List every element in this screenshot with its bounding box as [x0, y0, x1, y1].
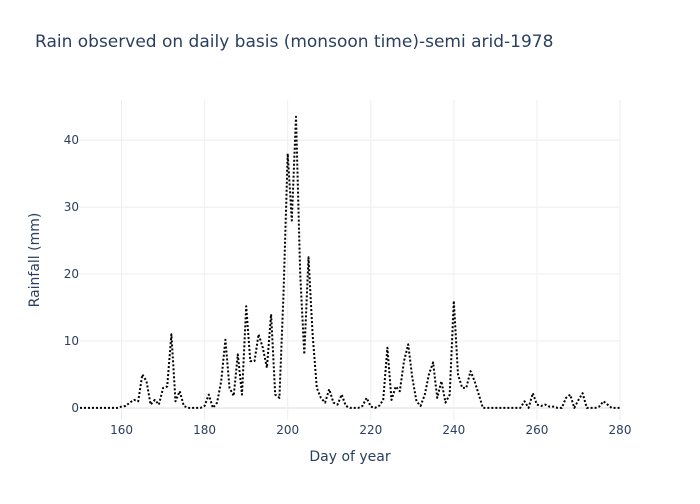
chart-title: Rain observed on daily basis (monsoon ti…	[35, 32, 554, 52]
series-line	[80, 115, 620, 409]
x-tick-label: 180	[193, 423, 216, 437]
y-axis-title: Rainfall (mm)	[27, 212, 43, 308]
x-tick-label: 280	[609, 423, 632, 437]
y-tick-label: 30	[64, 200, 79, 214]
y-tick-label: 0	[71, 401, 79, 415]
y-tick-label: 20	[64, 267, 79, 281]
y-tick-label: 10	[64, 334, 79, 348]
x-tick-label: 220	[359, 423, 382, 437]
x-tick-label: 160	[110, 423, 133, 437]
x-tick-label: 240	[442, 423, 465, 437]
x-tick-label: 260	[525, 423, 548, 437]
y-tick-label: 40	[64, 133, 79, 147]
x-tick-label: 200	[276, 423, 299, 437]
x-axis-title: Day of year	[309, 449, 391, 465]
